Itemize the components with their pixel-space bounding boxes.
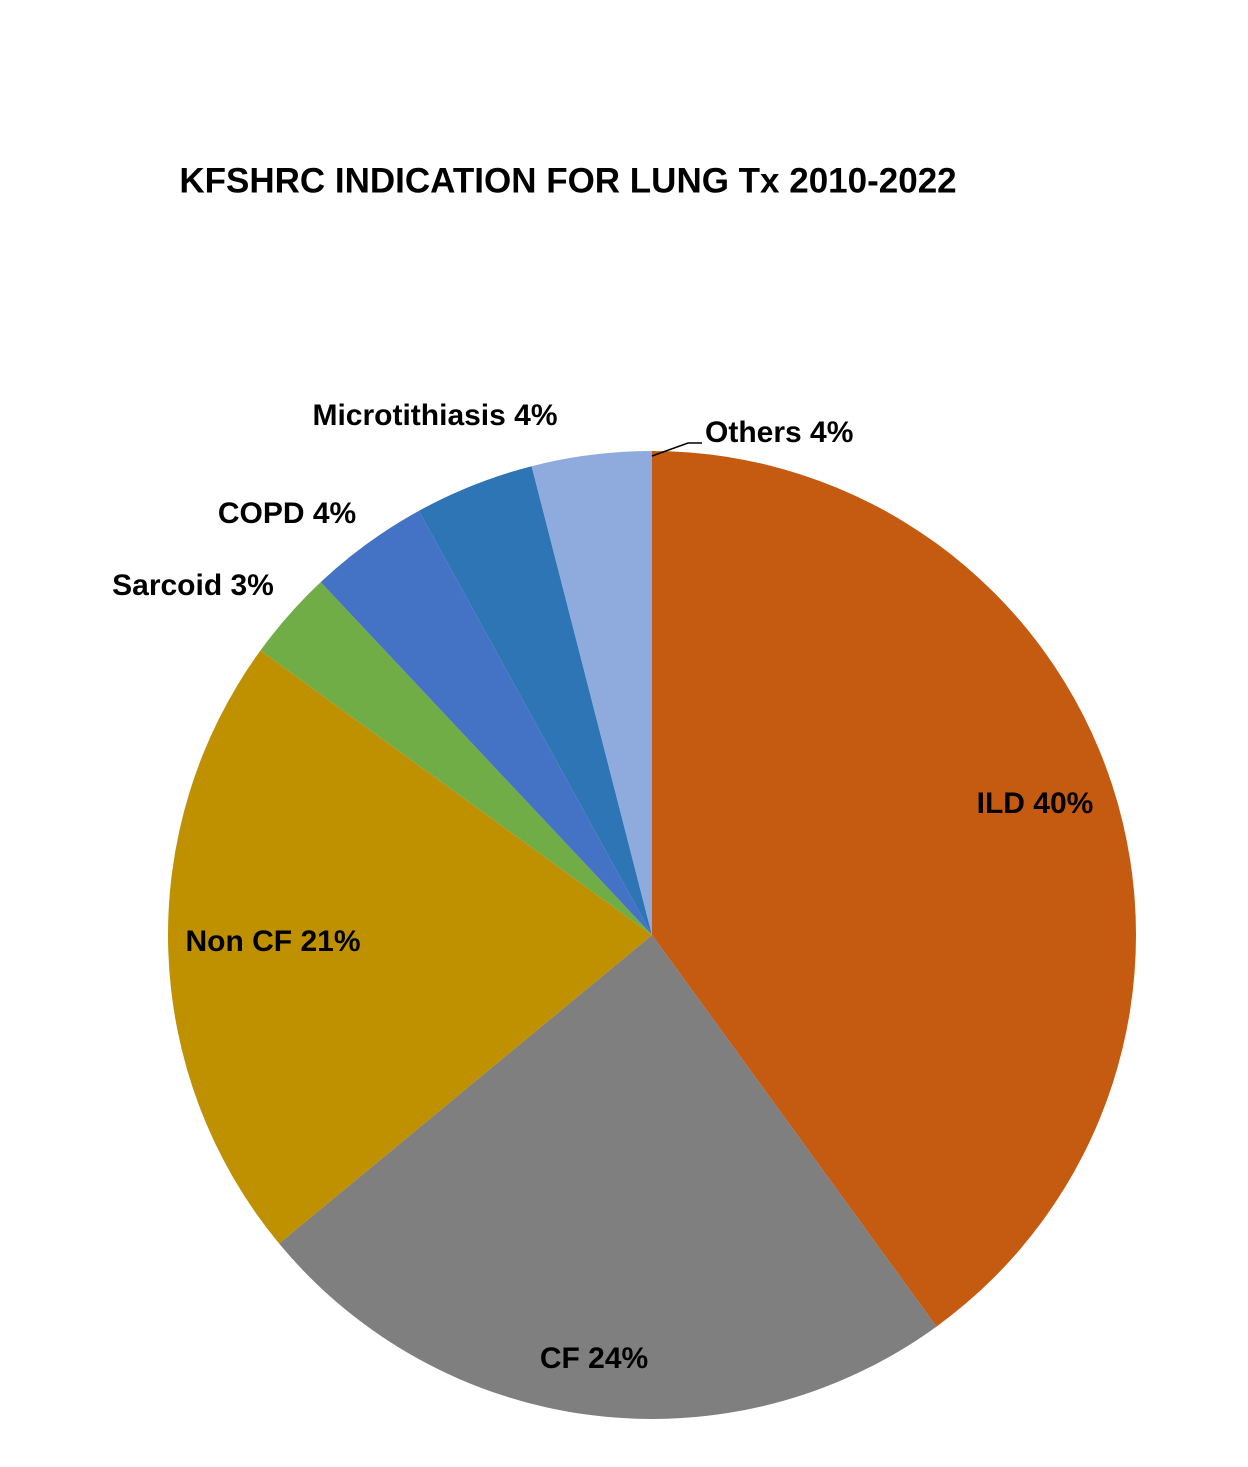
pie-slice [531, 451, 652, 935]
data-label: CF 24% [540, 1342, 648, 1375]
leader-line [651, 442, 702, 457]
chart-title: KFSHRC INDICATION FOR LUNG Tx 2010-2022 [179, 161, 956, 200]
data-label: Microtithiasis 4% [312, 399, 557, 432]
data-label: ILD 40% [977, 787, 1094, 820]
pie-slice [418, 466, 652, 935]
pie-slice [652, 451, 1136, 1327]
data-label: Sarcoid 3% [112, 569, 274, 602]
pie-slice [320, 510, 652, 935]
labels: ILD 40% CF 24% Non CF 21% Sarcoid 3% COPD 4%… [112, 399, 1093, 1375]
pie [168, 451, 1136, 1419]
data-label: Non CF 21% [185, 925, 360, 958]
pie-slice [168, 650, 653, 1244]
pie-slice [260, 582, 652, 935]
data-label: COPD 4% [218, 497, 356, 530]
pie-slice [279, 935, 937, 1419]
data-label: Others 4% [705, 416, 853, 449]
